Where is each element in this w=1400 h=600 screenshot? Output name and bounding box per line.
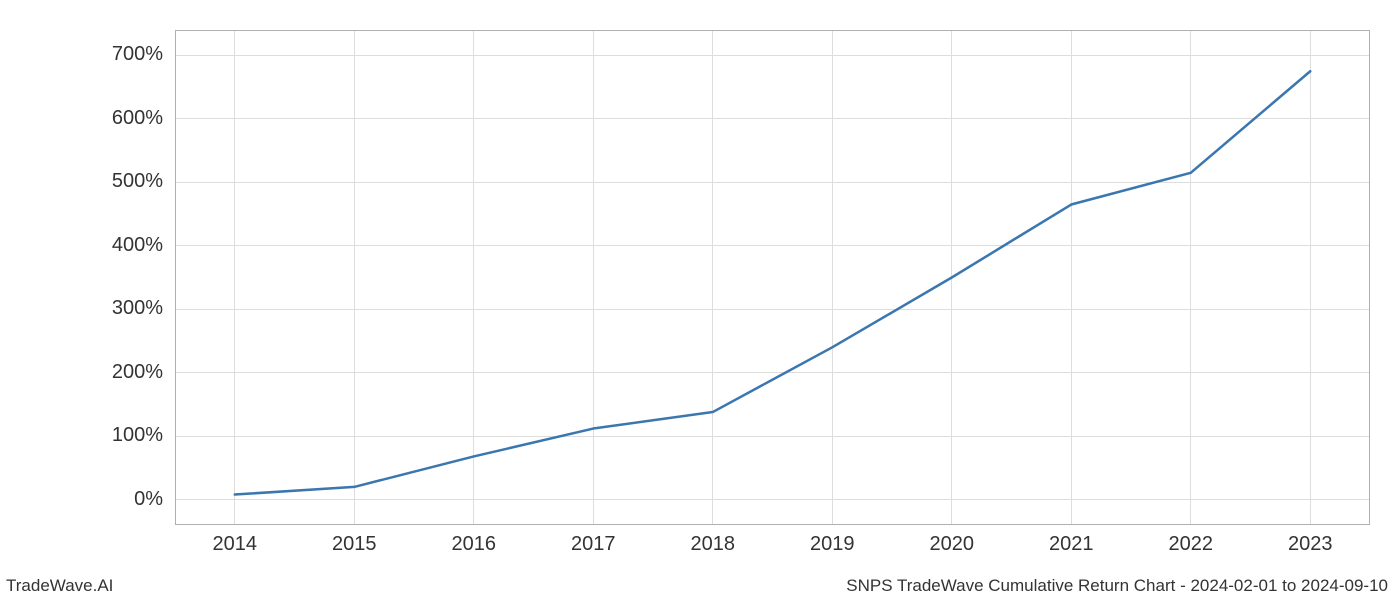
y-tick-label: 400%	[112, 234, 163, 257]
series-line	[175, 30, 1370, 525]
y-tick-label: 600%	[112, 107, 163, 130]
x-tick-label: 2016	[452, 533, 497, 556]
x-tick-label: 2022	[1169, 533, 1214, 556]
chart-watermark-left: TradeWave.AI	[6, 576, 113, 596]
x-tick-label: 2020	[930, 533, 975, 556]
y-tick-label: 300%	[112, 297, 163, 320]
plot-area	[175, 30, 1370, 525]
x-tick-label: 2021	[1049, 533, 1094, 556]
chart-caption-right: SNPS TradeWave Cumulative Return Chart -…	[846, 576, 1388, 596]
x-tick-label: 2015	[332, 533, 377, 556]
x-tick-label: 2018	[691, 533, 736, 556]
y-tick-label: 0%	[134, 488, 163, 511]
y-tick-label: 200%	[112, 361, 163, 384]
y-tick-label: 700%	[112, 43, 163, 66]
x-tick-label: 2019	[810, 533, 855, 556]
x-tick-label: 2014	[213, 533, 258, 556]
x-tick-label: 2023	[1288, 533, 1333, 556]
return-chart: TradeWave.AI SNPS TradeWave Cumulative R…	[0, 0, 1400, 600]
y-tick-label: 500%	[112, 170, 163, 193]
x-tick-label: 2017	[571, 533, 616, 556]
y-tick-label: 100%	[112, 424, 163, 447]
